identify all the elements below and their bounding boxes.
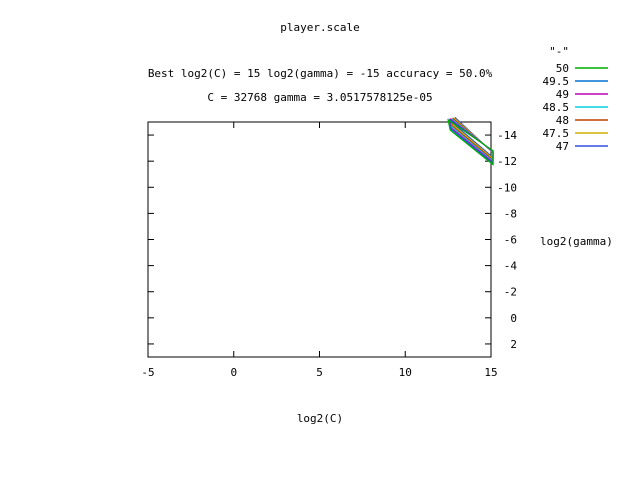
y-tick-label: -10 bbox=[497, 181, 517, 194]
x-axis-ticks: -5 0 5 10 15 bbox=[141, 122, 498, 379]
chart-title: player.scale bbox=[280, 21, 359, 34]
contour-lines bbox=[447, 116, 494, 166]
legend-label: 47 bbox=[556, 140, 569, 153]
legend-label: 48 bbox=[556, 114, 569, 127]
chart-subtitle-line1: Best log2(C) = 15 log2(gamma) = -15 accu… bbox=[148, 67, 493, 80]
legend-label: 49.5 bbox=[543, 75, 570, 88]
plot-area-border bbox=[147, 121, 492, 358]
y-tick-label: -12 bbox=[497, 155, 517, 168]
x-tick-label: 5 bbox=[316, 366, 323, 379]
y-tick-label: -2 bbox=[504, 286, 517, 299]
x-tick-label: 15 bbox=[484, 366, 497, 379]
contour-line-50 bbox=[447, 118, 494, 166]
y-axis-ticks: -14 -12 -10 -8 -6 -4 -2 0 2 bbox=[148, 129, 517, 351]
legend-label: 47.5 bbox=[543, 127, 570, 140]
x-axis-label: log2(C) bbox=[297, 412, 343, 425]
legend-header: "-" bbox=[549, 45, 569, 58]
y-tick-label: -6 bbox=[504, 234, 517, 247]
y-tick-label: -14 bbox=[497, 129, 517, 142]
y-tick-label: -8 bbox=[504, 207, 517, 220]
x-tick-label: 0 bbox=[230, 366, 237, 379]
x-tick-label: 10 bbox=[399, 366, 412, 379]
y-tick-label: -4 bbox=[504, 260, 518, 273]
y-tick-label: 0 bbox=[510, 312, 517, 325]
chart-subtitle-line2: C = 32768 gamma = 3.0517578125e-05 bbox=[207, 91, 432, 104]
legend-label: 48.5 bbox=[543, 101, 570, 114]
legend-label: 49 bbox=[556, 88, 569, 101]
y-axis-label: log2(gamma) bbox=[540, 235, 613, 248]
legend-label: 50 bbox=[556, 62, 569, 75]
x-tick-label: -5 bbox=[141, 366, 154, 379]
y-tick-label: 2 bbox=[510, 338, 517, 351]
